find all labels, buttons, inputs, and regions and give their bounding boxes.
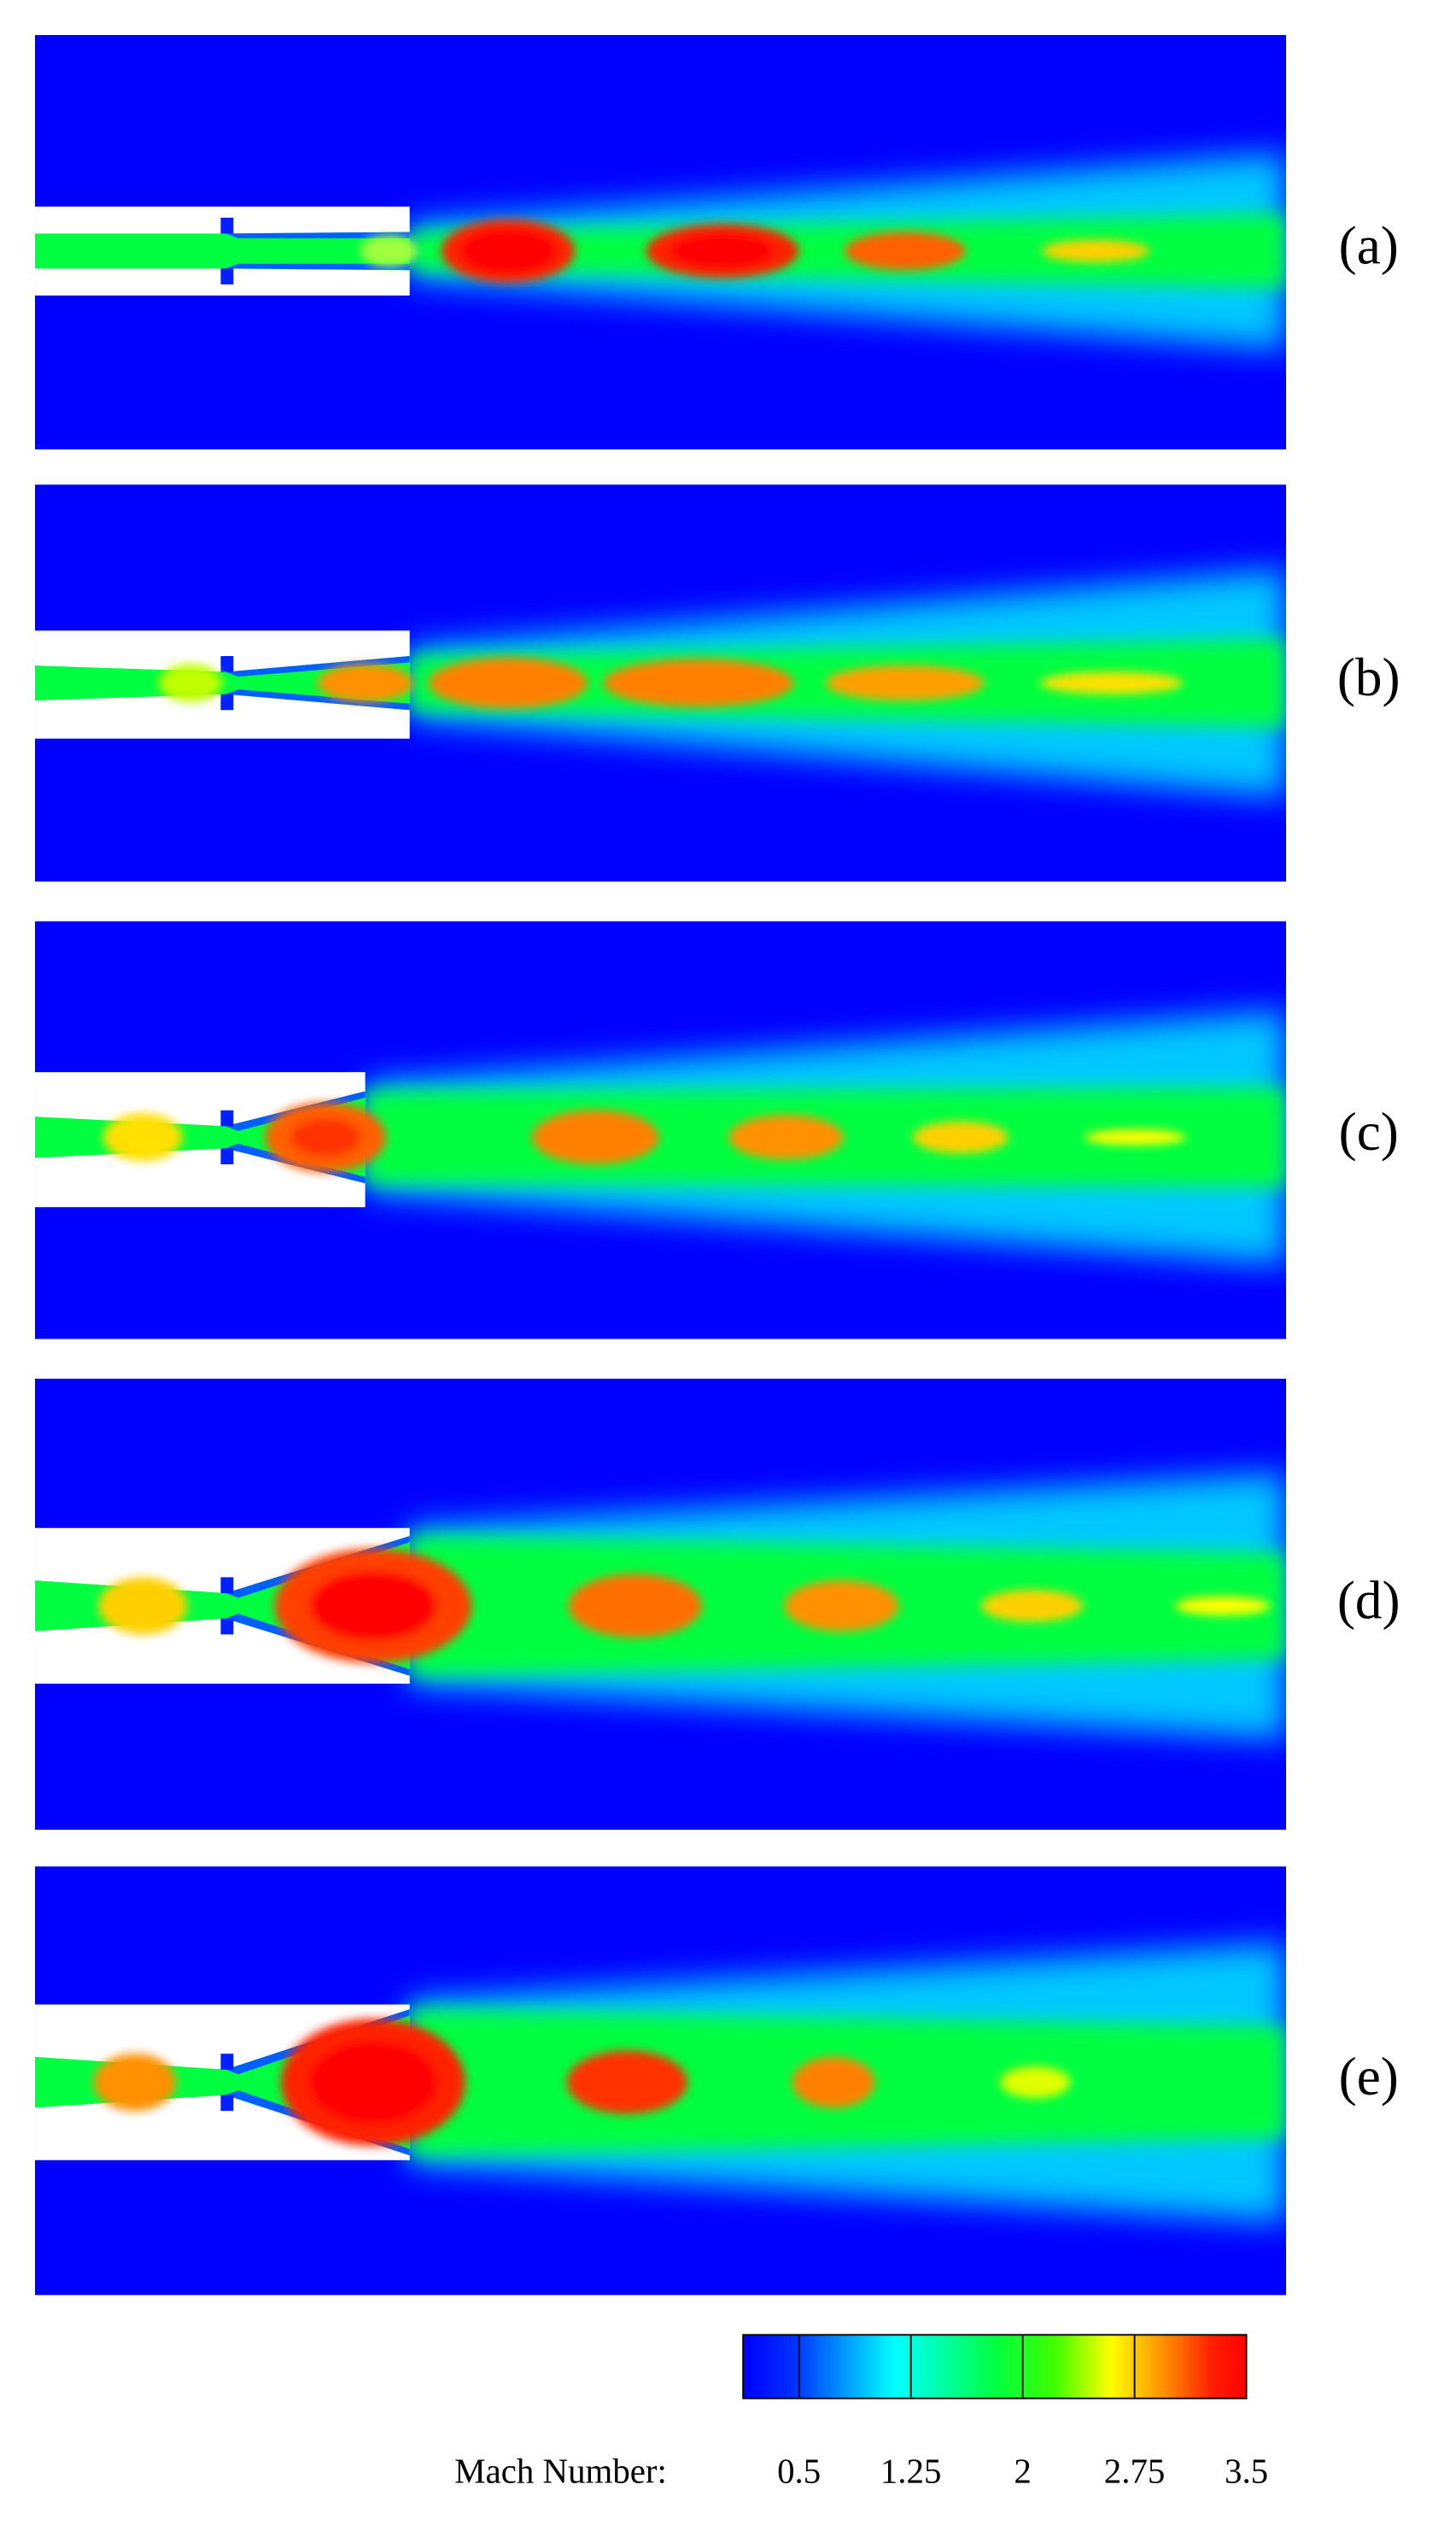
colorbar-tick-label: 0.5 bbox=[777, 2452, 821, 2490]
shock-cell bbox=[784, 1580, 899, 1632]
nozzle-flow bbox=[34, 231, 410, 271]
shock-cell bbox=[102, 1113, 183, 1162]
shock-cell bbox=[566, 2050, 688, 2114]
contour-panel: (c) bbox=[34, 921, 1399, 1339]
injector bbox=[220, 1148, 234, 1164]
shock-cell bbox=[1000, 2066, 1071, 2099]
shock-cell bbox=[158, 664, 223, 702]
wall-layer bbox=[225, 231, 410, 239]
contour-panel: (d) bbox=[34, 1379, 1400, 1831]
shock-cell bbox=[1041, 239, 1150, 262]
injector bbox=[220, 2054, 234, 2070]
panel-field bbox=[34, 35, 1287, 450]
injector bbox=[220, 268, 234, 284]
shock-cell bbox=[825, 665, 985, 701]
shock-cell bbox=[913, 1121, 1009, 1153]
shock-cell bbox=[429, 657, 588, 709]
panel-label: (a) bbox=[1339, 215, 1399, 275]
contour-panel: (b) bbox=[34, 484, 1400, 882]
injector bbox=[220, 217, 234, 234]
colorbar-tick-label: 2.75 bbox=[1104, 2452, 1166, 2490]
panel-label: (d) bbox=[1337, 1570, 1400, 1630]
shock-cell bbox=[981, 1590, 1084, 1622]
colorbar-gradient bbox=[742, 2334, 1248, 2399]
wall-layer bbox=[225, 263, 410, 271]
panel-label: (e) bbox=[1339, 2047, 1399, 2106]
injector bbox=[220, 656, 234, 672]
shock-cell bbox=[1039, 671, 1184, 694]
shock-cell bbox=[568, 1573, 702, 1638]
shock-cell bbox=[98, 1577, 188, 1635]
shock-cell bbox=[460, 228, 556, 273]
shock-cell bbox=[792, 2056, 875, 2108]
wall-layer bbox=[225, 656, 410, 677]
panel-field bbox=[34, 1866, 1287, 2295]
shock-cell bbox=[845, 231, 966, 271]
panel-field bbox=[34, 921, 1287, 1339]
shock-cell bbox=[603, 659, 794, 707]
colorbar-tick-label: 3.5 bbox=[1225, 2452, 1268, 2490]
colorbar-tick-label: 2 bbox=[1014, 2452, 1031, 2490]
shock-cell bbox=[531, 1110, 659, 1164]
contour-panel: (e) bbox=[34, 1866, 1399, 2295]
shock-cells bbox=[102, 1102, 1186, 1173]
shock-cell bbox=[1174, 1596, 1271, 1616]
injector bbox=[220, 1110, 234, 1127]
shock-cells bbox=[93, 2019, 1071, 2147]
wall-layer bbox=[225, 689, 410, 711]
contour-panel: (a) bbox=[34, 35, 1399, 450]
shock-cell bbox=[728, 1115, 844, 1160]
shock-cells bbox=[98, 1548, 1271, 1663]
shock-cell bbox=[1084, 1129, 1186, 1146]
panel-label: (b) bbox=[1337, 647, 1400, 707]
shock-cell bbox=[290, 1118, 361, 1157]
shock-cell bbox=[671, 233, 774, 269]
panel-field bbox=[34, 484, 1287, 882]
colorbar: Mach Number: 0.5 1.25 2 2.75 3.5 bbox=[454, 2334, 1268, 2490]
panel-label: (c) bbox=[1339, 1102, 1399, 1162]
shock-cells bbox=[360, 219, 1150, 284]
injector bbox=[220, 694, 234, 711]
colorbar-tick-label: 1.25 bbox=[880, 2452, 942, 2490]
panel-field bbox=[34, 1379, 1287, 1831]
shock-cell bbox=[309, 2041, 437, 2124]
shock-cell bbox=[93, 2054, 177, 2112]
colorbar-title: Mach Number: bbox=[454, 2452, 667, 2490]
shock-cell bbox=[317, 664, 413, 702]
shock-cell bbox=[309, 1570, 437, 1641]
injector bbox=[220, 1618, 234, 1635]
shock-cell bbox=[360, 235, 418, 267]
contour-panels: (a) (b) (c) (d) (e) bbox=[34, 35, 1400, 2295]
shock-cells bbox=[158, 657, 1184, 709]
injector bbox=[220, 1577, 234, 1594]
injector bbox=[220, 2095, 234, 2112]
